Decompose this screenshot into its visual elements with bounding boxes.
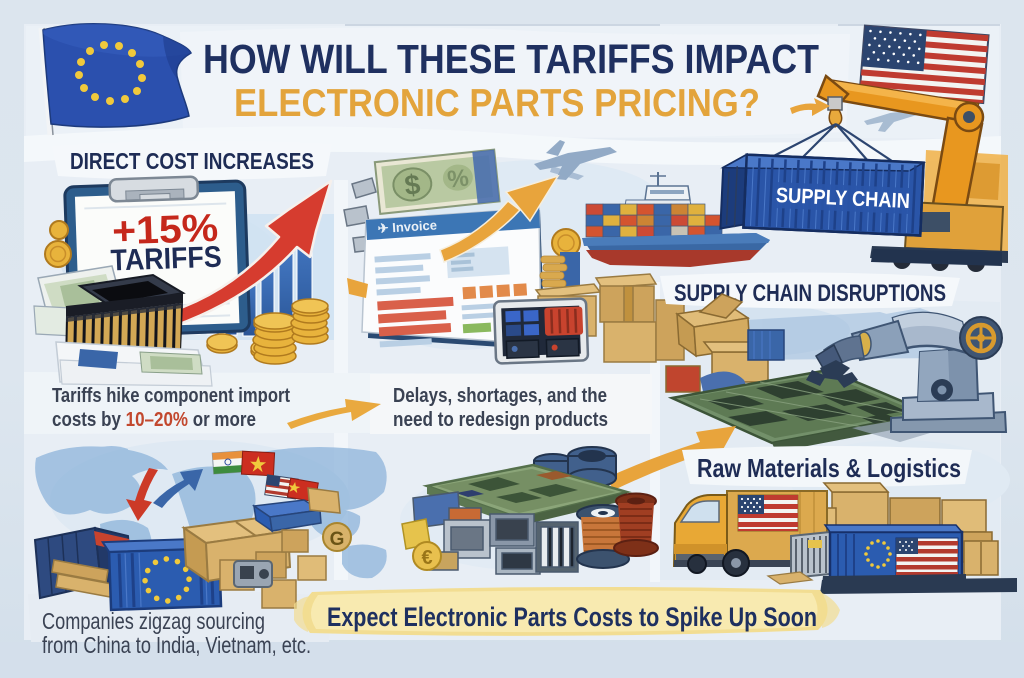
svg-text:G: G xyxy=(330,529,345,550)
svg-text:Delays, shortages, and the: Delays, shortages, and the xyxy=(393,385,607,407)
svg-text:HOW WILL THESE TARIFFS IMPACT: HOW WILL THESE TARIFFS IMPACT xyxy=(203,36,819,82)
svg-text:%: % xyxy=(446,165,470,194)
svg-text:TARIFFS: TARIFFS xyxy=(110,241,222,278)
svg-text:Tariffs hike component import: Tariffs hike component import xyxy=(52,385,290,407)
svg-text:Raw Materials & Logistics: Raw Materials & Logistics xyxy=(697,453,961,483)
svg-text:Expect Electronic Parts Costs: Expect Electronic Parts Costs to Spike U… xyxy=(327,602,817,632)
svg-text:✈ Invoice: ✈ Invoice xyxy=(377,217,437,236)
svg-text:+15%: +15% xyxy=(111,207,218,254)
svg-text:from China to India, Vietnam,: from China to India, Vietnam, etc. xyxy=(42,632,311,658)
svg-text:costs by 10–20% or more: costs by 10–20% or more xyxy=(52,409,256,431)
svg-text:DIRECT COST INCREASES: DIRECT COST INCREASES xyxy=(70,148,314,174)
svg-text:€: € xyxy=(421,547,432,569)
svg-text:Companies zigzag sourcing: Companies zigzag sourcing xyxy=(42,608,265,634)
svg-text:$: $ xyxy=(403,169,422,202)
svg-text:ELECTRONIC PARTS PRICING?: ELECTRONIC PARTS PRICING? xyxy=(234,82,760,125)
svg-text:need to redesign products: need to redesign products xyxy=(393,409,608,431)
